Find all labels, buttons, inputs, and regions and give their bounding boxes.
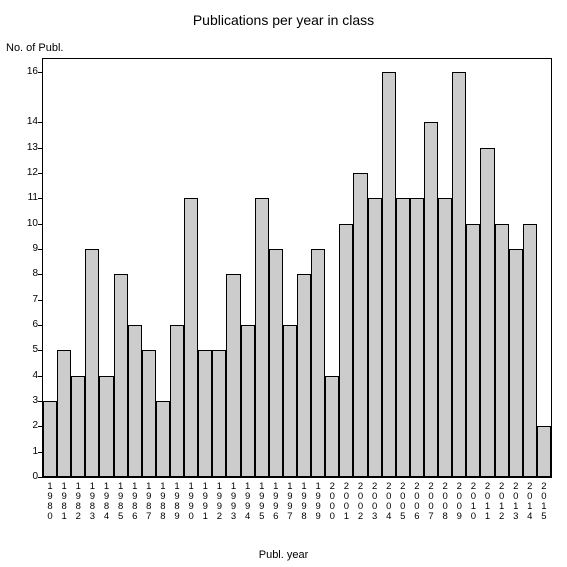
- bar: [142, 350, 156, 477]
- x-tick-label: 2 0 0 5: [398, 482, 408, 522]
- bar: [57, 350, 71, 477]
- bar: [184, 198, 198, 477]
- x-tick-label: 1 9 8 8: [158, 482, 168, 522]
- y-tick-label: 10: [27, 219, 38, 229]
- x-tick-label: 1 9 8 9: [172, 482, 182, 522]
- x-tick-label: 2 0 1 4: [525, 482, 535, 522]
- bar: [537, 426, 551, 477]
- bar: [311, 249, 325, 477]
- bar: [212, 350, 226, 477]
- x-tick-label: 1 9 9 1: [200, 482, 210, 522]
- bar: [85, 249, 99, 477]
- x-tick-label: 1 9 8 2: [73, 482, 83, 522]
- bar: [466, 224, 480, 477]
- x-tick-label: 2 0 0 7: [426, 482, 436, 522]
- x-tick-label: 1 9 9 7: [285, 482, 295, 522]
- bar: [495, 224, 509, 477]
- bar: [269, 249, 283, 477]
- bar: [241, 325, 255, 477]
- bar: [396, 198, 410, 477]
- x-tick-label: 2 0 0 3: [370, 482, 380, 522]
- bar: [410, 198, 424, 477]
- x-tick-label: 2 0 0 8: [440, 482, 450, 522]
- bar: [71, 376, 85, 477]
- x-tick-label: 1 9 8 5: [116, 482, 126, 522]
- x-tick-label: 1 9 8 1: [59, 482, 69, 522]
- x-tick-label: 1 9 9 8: [299, 482, 309, 522]
- bar: [523, 224, 537, 477]
- bar: [325, 376, 339, 477]
- x-axis-label: Publ. year: [0, 549, 567, 561]
- x-tick-label: 1 9 8 3: [87, 482, 97, 522]
- bar: [128, 325, 142, 477]
- chart-title: Publications per year in class: [0, 12, 567, 28]
- bar: [339, 224, 353, 477]
- x-tick-label: 1 9 9 0: [186, 482, 196, 522]
- bar: [452, 72, 466, 477]
- x-tick-label: 1 9 8 4: [102, 482, 112, 522]
- x-tick-label: 2 0 1 1: [483, 482, 493, 522]
- bar: [509, 249, 523, 477]
- x-tick-label: 2 0 0 2: [356, 482, 366, 522]
- x-tick-label: 1 9 9 4: [243, 482, 253, 522]
- x-tick-label: 1 9 9 6: [271, 482, 281, 522]
- x-tick-label: 1 9 9 2: [214, 482, 224, 522]
- bar: [382, 72, 396, 477]
- x-tick-label: 2 0 1 5: [539, 482, 549, 522]
- bar: [114, 274, 128, 477]
- bar: [438, 198, 452, 477]
- bar: [353, 173, 367, 477]
- x-tick-label: 2 0 0 4: [384, 482, 394, 522]
- x-tick-label: 2 0 1 3: [511, 482, 521, 522]
- x-tick-label: 1 9 8 0: [45, 482, 55, 522]
- bar: [226, 274, 240, 477]
- plot-area: [42, 58, 552, 478]
- x-tick-label: 2 0 1 0: [468, 482, 478, 522]
- x-tick-label: 1 9 9 3: [229, 482, 239, 522]
- bar: [255, 198, 269, 477]
- x-tick-label: 1 9 9 5: [257, 482, 267, 522]
- publications-bar-chart: Publications per year in class No. of Pu…: [0, 0, 567, 567]
- y-tick-label: 12: [27, 168, 38, 178]
- bars-group: [43, 59, 551, 477]
- y-axis-label: No. of Publ.: [6, 42, 63, 54]
- x-tick-label: 2 0 1 2: [497, 482, 507, 522]
- x-tick-label: 1 9 9 9: [313, 482, 323, 522]
- x-tick-label: 1 9 8 7: [144, 482, 154, 522]
- x-tick-label: 2 0 0 0: [327, 482, 337, 522]
- bar: [99, 376, 113, 477]
- bar: [198, 350, 212, 477]
- x-axis-ticks: 1 9 8 0 1 9 8 1 1 9 8 2 1 9 8 3 1 9 8 4 1 9 8…: [42, 478, 552, 538]
- y-axis-ticks: 0123456789101112131416: [0, 58, 42, 478]
- bar: [368, 198, 382, 477]
- bar: [297, 274, 311, 477]
- x-tick-label: 2 0 0 6: [412, 482, 422, 522]
- bar: [424, 122, 438, 477]
- bar: [283, 325, 297, 477]
- x-tick-label: 2 0 0 1: [341, 482, 351, 522]
- x-tick-label: 1 9 8 6: [130, 482, 140, 522]
- bar: [156, 401, 170, 477]
- y-tick-label: 11: [28, 193, 38, 203]
- x-tick-label: 2 0 0 9: [454, 482, 464, 522]
- y-tick-label: 13: [27, 143, 38, 153]
- bar: [480, 148, 494, 477]
- bar: [170, 325, 184, 477]
- y-tick-label: 14: [27, 117, 38, 127]
- y-tick-label: 16: [27, 67, 38, 77]
- bar: [43, 401, 57, 477]
